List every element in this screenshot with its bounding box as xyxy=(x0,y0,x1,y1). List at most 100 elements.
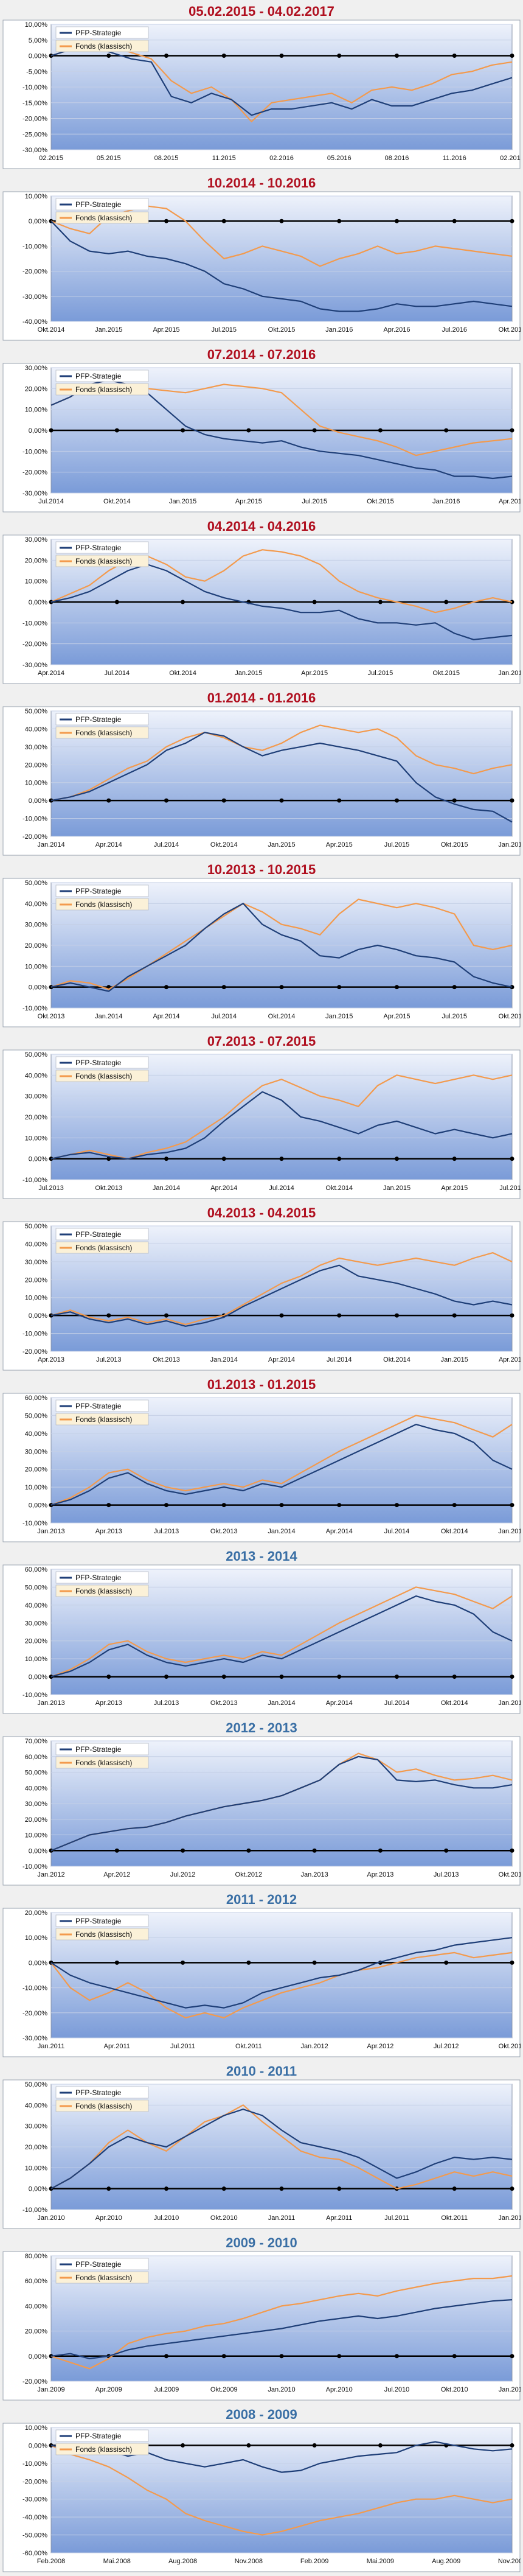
x-tick-label: Jan.2015 xyxy=(325,1013,353,1020)
axis-marker xyxy=(395,2354,399,2359)
axis-marker xyxy=(246,2443,251,2448)
x-tick-label: 08.2016 xyxy=(385,155,409,162)
axis-marker xyxy=(221,2186,226,2191)
y-tick-label: -10,00% xyxy=(23,620,47,627)
x-tick-label: Jan.2012 xyxy=(301,2043,328,2050)
y-tick-label: 20,00% xyxy=(25,2144,48,2151)
x-tick-label: Okt.2013 xyxy=(95,1185,122,1192)
series-line-fonds xyxy=(50,205,513,267)
x-tick-label: Okt.2014 xyxy=(441,1528,468,1535)
legend-box xyxy=(55,1228,149,1241)
legend-box xyxy=(55,1241,149,1254)
x-tick-label: Jan.2013 xyxy=(37,1699,64,1707)
axis-marker xyxy=(395,219,399,223)
chart-title: 2009 - 2010 xyxy=(226,2235,297,2250)
axis-marker xyxy=(337,1157,342,1161)
x-tick-label: Apr.2012 xyxy=(367,2043,393,2050)
legend-label: Fonds (klassisch) xyxy=(75,2445,132,2454)
y-tick-label: 0,00% xyxy=(29,2353,47,2361)
x-tick-label: Jul.2015 xyxy=(499,1185,521,1192)
series-line-pfp xyxy=(50,45,513,116)
x-tick-label: Apr.2015 xyxy=(499,1356,521,1363)
axis-marker xyxy=(395,798,399,803)
axis-marker xyxy=(378,600,383,604)
x-tick-label: Okt.2014 xyxy=(325,1185,353,1192)
x-tick-label: Apr.2015 xyxy=(301,670,328,677)
chart-panel: 01.2013 - 01.2015 60,00% 50,00% 40,00% 30,00… xyxy=(0,1373,523,1545)
x-tick-label: Okt.2015 xyxy=(432,670,460,677)
y-tick-label: -20,00% xyxy=(23,2378,47,2385)
x-tick-label: Apr.2012 xyxy=(103,1871,130,1878)
series-line-pfp xyxy=(50,903,513,992)
series-line-pfp xyxy=(50,564,513,640)
chart-panel: 2010 - 2011 50,00% 40,00% 30,00% 20,00% 10,00… xyxy=(0,2060,523,2231)
axis-marker xyxy=(221,1157,226,1161)
x-tick-label: Jan.2016 xyxy=(432,498,460,505)
y-tick-label: -20,00% xyxy=(23,268,47,276)
y-tick-label: 10,00% xyxy=(25,963,48,970)
y-tick-label: -10,00% xyxy=(23,1863,47,1871)
y-tick-label: 10,00% xyxy=(25,1832,48,1839)
axis-marker xyxy=(221,219,226,223)
axis-marker xyxy=(279,1503,284,1508)
y-tick-label: 0,00% xyxy=(29,1674,47,1681)
y-tick-label: -20,00% xyxy=(23,1348,47,1356)
y-tick-label: 20,00% xyxy=(25,1276,48,1284)
x-tick-label: Okt.2013 xyxy=(210,1528,238,1535)
x-tick-label: Jan.2009 xyxy=(37,2386,64,2393)
y-tick-label: -25,00% xyxy=(23,131,47,138)
x-tick-label: Apr.2013 xyxy=(95,1528,122,1535)
x-tick-label: Apr.2013 xyxy=(95,1699,122,1707)
x-tick-label: Jan.2015 xyxy=(235,670,262,677)
chart-title: 04.2013 - 04.2015 xyxy=(207,1205,316,1220)
x-tick-label: Okt.2014 xyxy=(103,498,131,505)
x-tick-label: Jan.2015 xyxy=(498,1699,521,1707)
x-tick-label: Apr.2014 xyxy=(326,1528,353,1535)
series-line-pfp xyxy=(50,1595,513,1678)
y-tick-label: 20,00% xyxy=(25,1466,48,1474)
y-tick-label: -30,00% xyxy=(23,662,47,669)
axis-marker xyxy=(510,798,514,803)
axis-marker xyxy=(49,798,54,803)
y-tick-label: 10,00% xyxy=(25,1934,48,1942)
x-tick-label: Jul.2016 xyxy=(442,326,467,334)
y-tick-label: 20,00% xyxy=(25,1114,48,1121)
chart-title: 07.2014 - 07.2016 xyxy=(207,347,316,362)
axis-marker xyxy=(395,54,399,58)
x-tick-label: Apr.2015 xyxy=(383,1013,410,1020)
axis-marker xyxy=(395,1675,399,1679)
legend-label: PFP-Strategie xyxy=(75,200,122,209)
y-tick-label: 10,00% xyxy=(25,21,48,29)
axis-marker xyxy=(337,1313,342,1318)
axis-marker xyxy=(312,600,317,604)
legend-box xyxy=(55,369,149,382)
x-tick-label: Jan.2013 xyxy=(37,1528,64,1535)
chart-title: 01.2013 - 01.2015 xyxy=(207,1377,316,1392)
x-tick-label: Apr.2014 xyxy=(95,841,122,849)
series-line-fonds xyxy=(50,1251,513,1325)
x-tick-label: Okt.2013 xyxy=(38,1013,65,1020)
x-tick-label: Nov.2009 xyxy=(498,2558,521,2565)
y-tick-label: 20,00% xyxy=(25,1638,48,1645)
legend-box xyxy=(55,726,149,739)
axis-marker xyxy=(164,798,168,803)
x-tick-label: Jan.2015 xyxy=(95,326,122,334)
x-tick-label: Jan.2014 xyxy=(153,1185,180,1192)
axis-marker xyxy=(510,1960,514,1965)
axis-marker xyxy=(452,2186,457,2191)
x-tick-label: Jul.2013 xyxy=(38,1185,64,1192)
plot-area xyxy=(50,2255,513,2382)
y-tick-label: 0,00% xyxy=(29,1502,47,1510)
axis-marker xyxy=(452,1157,457,1161)
x-tick-label: Jul.2013 xyxy=(154,1528,179,1535)
y-tick-label: -30,00% xyxy=(23,147,47,154)
y-tick-label: 10,00% xyxy=(25,1295,48,1302)
axis-marker xyxy=(510,1313,514,1318)
x-tick-label: Okt.2009 xyxy=(210,2386,238,2393)
x-tick-label: Apr.2014 xyxy=(38,670,64,677)
x-tick-label: Jan.2014 xyxy=(95,1013,122,1020)
x-tick-label: Apr.2016 xyxy=(499,498,521,505)
y-tick-label: -10,00% xyxy=(23,1005,47,1012)
axis-marker xyxy=(49,1313,54,1318)
x-tick-label: Jan.2010 xyxy=(268,2386,295,2393)
